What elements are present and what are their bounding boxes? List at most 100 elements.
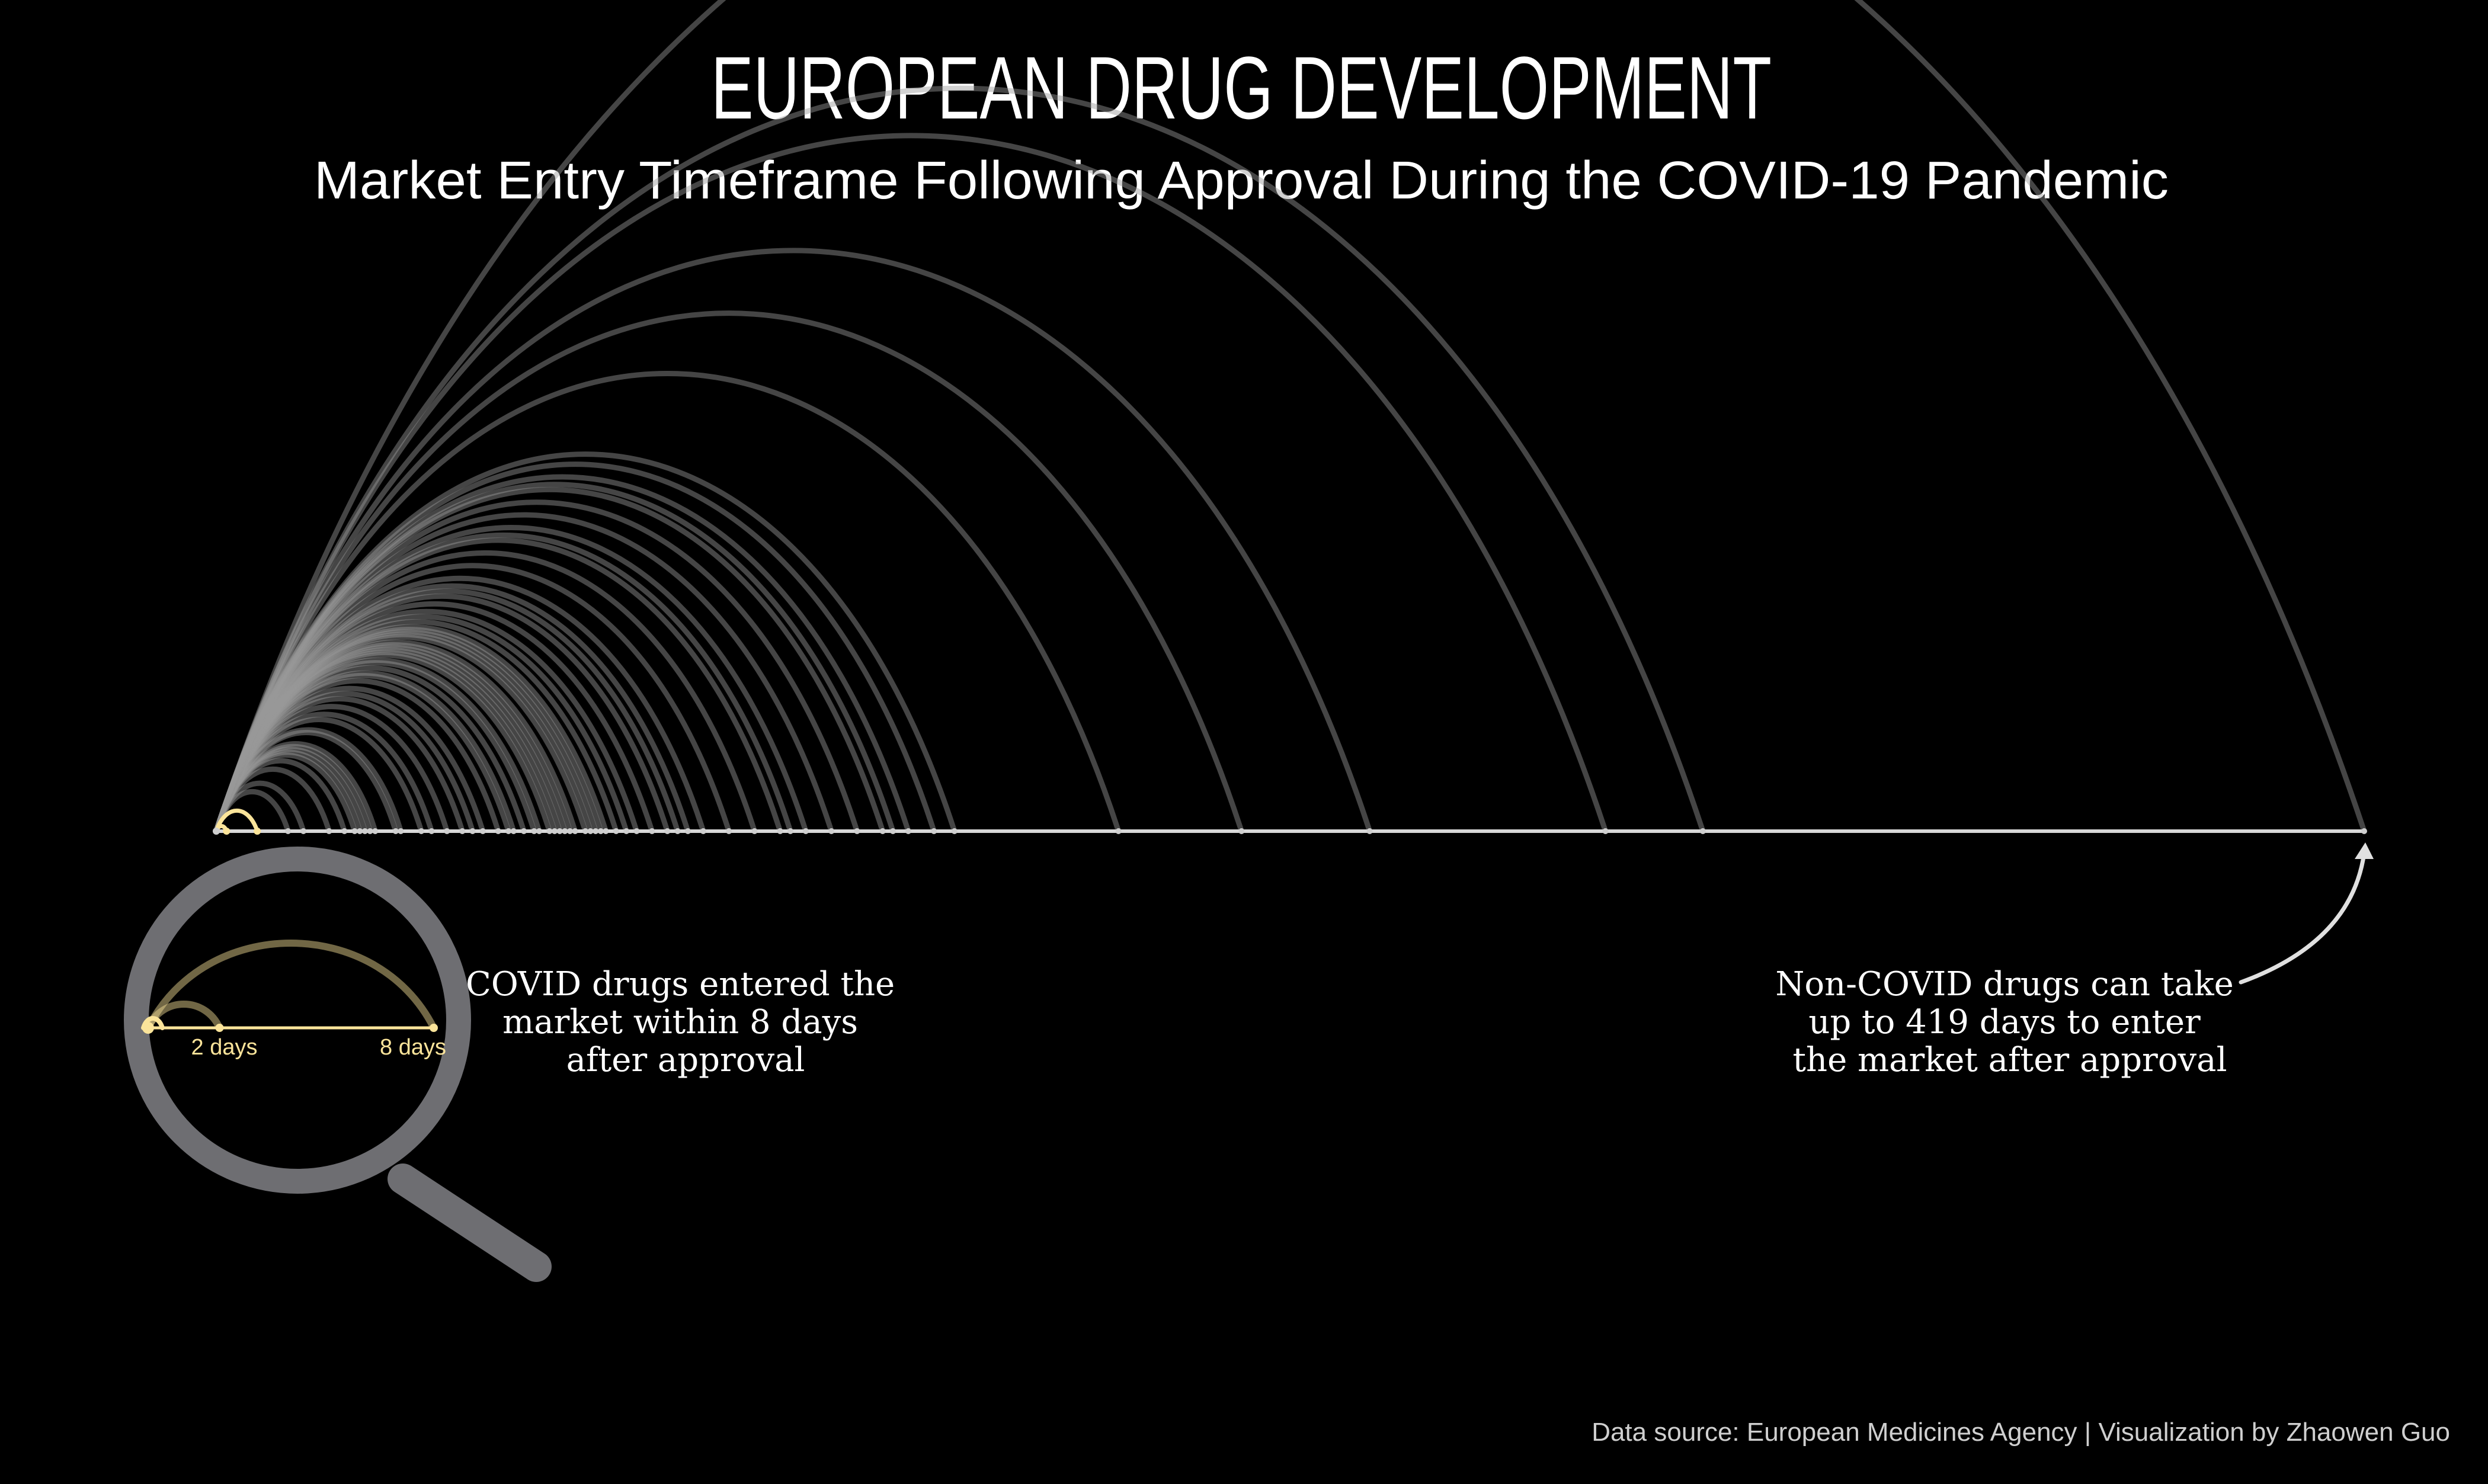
non-covid-arc — [213, 642, 573, 834]
non-covid-arc — [213, 537, 783, 834]
non-covid-point — [593, 828, 599, 834]
zoom-covid-arc — [145, 940, 437, 1031]
non-covid-arc — [213, 619, 619, 834]
non-covid-arc — [213, 741, 378, 834]
non-covid-point — [398, 828, 404, 834]
non-covid-arc — [213, 632, 594, 834]
non-covid-point — [469, 828, 476, 834]
non-covid-annotation-line-2: up to 419 days to enter — [1808, 1003, 2201, 1041]
non-covid-arc — [213, 624, 609, 834]
non-covid-point — [751, 828, 758, 834]
non-covid-arc — [213, 749, 363, 834]
non-covid-point — [556, 828, 563, 834]
non-covid-point — [392, 828, 399, 834]
point-series — [213, 828, 2367, 835]
covid-annotation-line-2: market within 8 days — [502, 1003, 858, 1041]
covid-point — [254, 828, 261, 835]
non-covid-arc — [213, 588, 681, 834]
non-covid-point — [649, 828, 655, 834]
non-covid-point — [613, 828, 619, 834]
data-source-caption: Data source: European Medicines Agency |… — [1592, 1418, 2450, 1447]
zoom-inset: 2 days 8 days — [141, 940, 446, 1060]
origin-point — [213, 828, 220, 835]
non-covid-arc — [213, 371, 1122, 834]
non-covid-arc — [213, 601, 655, 834]
non-covid-arc — [213, 512, 834, 834]
non-covid-arc — [213, 780, 306, 834]
non-covid-point — [372, 828, 379, 834]
non-covid-arc — [213, 660, 537, 834]
non-covid-arc — [213, 133, 1609, 834]
non-covid-point — [664, 828, 671, 834]
non-covid-point — [879, 828, 886, 834]
non-covid-arc — [213, 310, 1244, 834]
non-covid-point — [326, 828, 332, 834]
non-covid-point — [2361, 828, 2367, 834]
non-covid-arc — [213, 627, 604, 834]
non-covid-point — [890, 828, 896, 834]
non-covid-point — [510, 828, 517, 834]
non-covid-arc — [213, 639, 578, 834]
non-covid-point — [787, 828, 793, 834]
non-covid-point — [1238, 828, 1245, 834]
non-covid-point — [357, 828, 363, 834]
non-covid-arc — [213, 563, 732, 834]
non-covid-arc — [213, 474, 911, 834]
non-covid-arc — [213, 647, 563, 834]
non-covid-point — [341, 828, 348, 834]
non-covid-point — [623, 828, 630, 834]
annotation-arrow — [2239, 851, 2367, 985]
non-covid-point — [566, 828, 573, 834]
zoom-covid-point — [215, 1024, 224, 1032]
non-covid-arc — [213, 248, 1373, 834]
zoom-label: 2 days — [191, 1035, 258, 1060]
non-covid-arc — [213, 593, 670, 834]
non-covid-point — [572, 828, 578, 834]
non-covid-point — [1115, 828, 1122, 834]
non-covid-point — [546, 828, 553, 834]
non-covid-point — [505, 828, 512, 834]
non-covid-point — [444, 828, 450, 834]
non-covid-arc — [213, 691, 476, 834]
non-covid-arc — [213, 85, 1706, 834]
non-covid-arc — [213, 670, 517, 834]
non-covid-arc — [213, 743, 373, 834]
non-covid-arc — [213, 727, 404, 834]
non-covid-arc — [213, 758, 347, 834]
non-covid-arc — [213, 525, 809, 834]
non-covid-point — [684, 828, 691, 834]
non-covid-arc — [213, 461, 937, 834]
non-covid-arc — [213, 634, 588, 834]
non-covid-arc — [213, 482, 896, 834]
non-covid-annotation-line-3: the market after approval — [1793, 1041, 2227, 1079]
non-covid-arc — [213, 696, 465, 834]
non-covid-arc — [213, 0, 2367, 834]
non-covid-point — [597, 828, 604, 834]
arc-series — [213, 0, 2367, 834]
non-covid-point — [479, 828, 486, 834]
non-covid-arc — [213, 752, 358, 834]
non-covid-arc — [213, 451, 958, 834]
non-covid-arc — [213, 650, 558, 834]
non-covid-annotation: Non-COVID drugs can take up to 419 days … — [1775, 965, 2244, 1079]
non-covid-arc — [213, 746, 368, 834]
non-covid-point — [351, 828, 358, 834]
non-covid-point — [802, 828, 809, 834]
non-covid-point — [1699, 828, 1706, 834]
non-covid-point — [951, 828, 958, 834]
non-covid-point — [582, 828, 588, 834]
non-covid-arc — [213, 576, 706, 834]
non-covid-arc — [213, 685, 486, 834]
non-covid-arc — [213, 645, 568, 834]
covid-arc — [214, 808, 260, 834]
non-covid-arc — [213, 730, 399, 834]
non-covid-point — [1602, 828, 1609, 834]
annotation-arrowhead-icon — [2355, 842, 2374, 859]
non-covid-point — [531, 828, 537, 834]
non-covid-arc — [213, 533, 793, 834]
non-covid-arc — [213, 608, 639, 834]
non-covid-arc — [213, 486, 886, 834]
non-covid-point — [854, 828, 860, 834]
non-covid-point — [828, 828, 835, 834]
chart-subtitle: Market Entry Timeframe Following Approva… — [314, 151, 2169, 210]
